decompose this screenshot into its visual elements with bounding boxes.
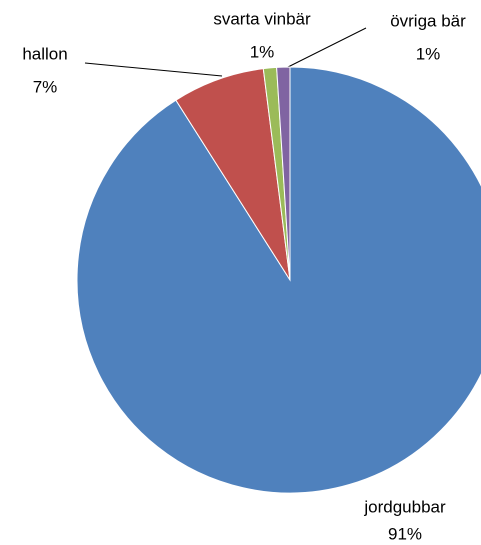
pie-slice [276, 66, 291, 281]
slice-value-label: 1% [416, 44, 441, 63]
leader-line [84, 62, 223, 77]
slice-value-label: 7% [33, 77, 58, 96]
slice-value-label: 91% [388, 524, 422, 543]
slice-label: jordgubbar [363, 497, 446, 516]
pie-slice [76, 66, 481, 494]
slice-label: hallon [22, 44, 67, 63]
slice-label: svarta vinbär [213, 9, 311, 28]
slice-label: övriga bär [390, 11, 466, 30]
leader-line [285, 27, 367, 69]
slice-value-label: 1% [250, 42, 275, 61]
